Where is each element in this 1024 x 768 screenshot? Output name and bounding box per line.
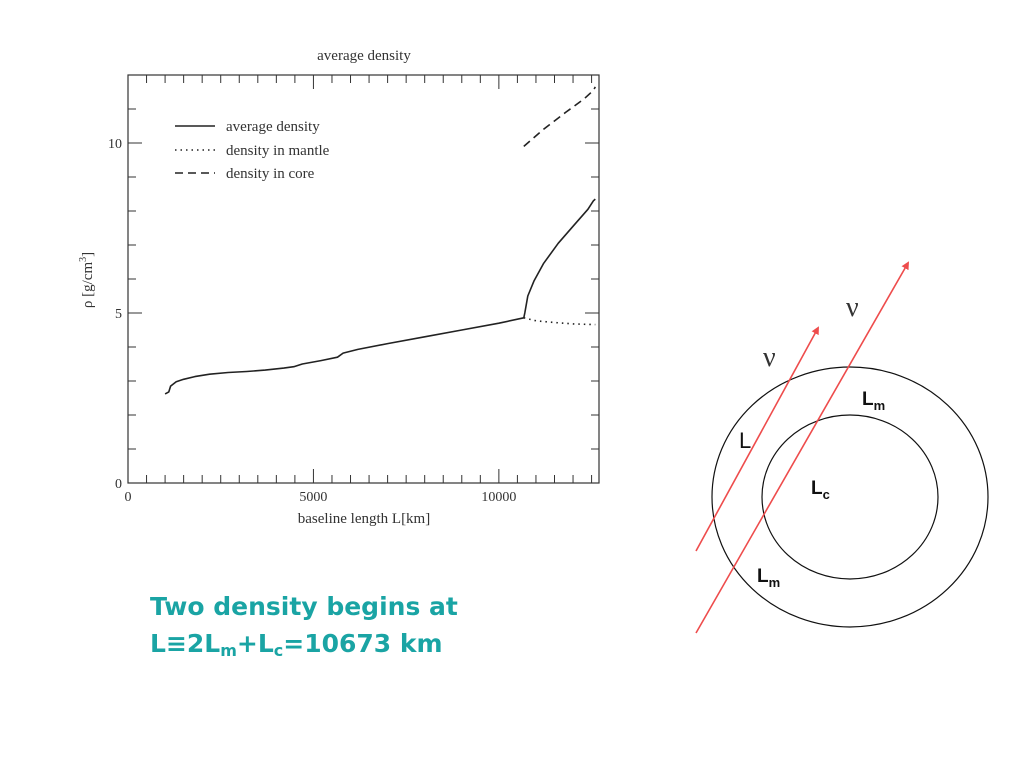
caption-rest: =10673 km [283,629,443,658]
series-group [164,86,596,395]
x-tick-label: 10000 [481,490,516,505]
x-tick-label: 5000 [299,490,327,505]
legend-label-density-in-mantle: density in mantle [226,143,330,159]
caption-line-1: Two density begins at [150,592,458,621]
nu-label-long: ν [846,292,859,323]
caption-two: 2 [186,629,205,658]
caption-Lc-base: L [257,629,274,658]
caption-equiv: ≡ [165,629,187,658]
caption-L: L [150,629,166,658]
nu-label-short: ν [763,342,776,373]
caption: Two density begins at L≡2Lm+Lc=10673 km [150,588,458,669]
tick-labels: 0 5000 10000 0 5 10 [108,137,516,505]
Lm-label-top-base: L [862,389,874,410]
caption-Lc-sub: c [273,641,284,660]
Lm-label-bottom: Lm [757,566,780,590]
y-tick-label: 10 [108,137,122,152]
caption-plus: + [236,629,258,658]
core-circle [761,414,939,580]
series-line-density-in-core [523,86,596,148]
Lc-label-base: L [811,478,823,499]
caption-Lm-base: L [204,629,221,658]
legend-label-average-density: average density [226,119,320,135]
tick-marks [128,75,599,483]
legend: average density density in mantle densit… [175,119,330,182]
x-tick-label: 0 [125,490,132,505]
y-tick-label: 0 [115,477,122,492]
y-axis-label-base: ρ [g/cm [80,262,96,309]
Lm-label-top-sub: m [874,398,886,413]
L-label: L [739,428,751,453]
neutrino-ray-short [695,326,819,552]
x-axis-label: baseline length L[km] [298,511,430,527]
y-tick-label: 5 [115,307,122,322]
series-line-average-density [164,198,596,395]
neutrino-ray-long [695,261,909,634]
mantle-circle [711,366,989,628]
chart-title: average density [317,48,411,64]
Lc-label: Lc [811,478,830,502]
Lm-label-top: Lm [862,389,885,413]
y-axis-label-exponent: 3 [78,257,89,262]
caption-Lm-sub: m [220,641,237,660]
Lc-label-sub: c [823,487,830,502]
y-axis-label: ρ [g/cm3] [78,252,96,308]
y-axis-label-close: ] [80,252,96,257]
caption-line-2: L≡2Lm+Lc=10673 km [150,625,458,669]
Lm-label-bottom-base: L [757,566,769,587]
Lm-label-bottom-sub: m [769,575,781,590]
legend-label-density-in-core: density in core [226,166,315,182]
